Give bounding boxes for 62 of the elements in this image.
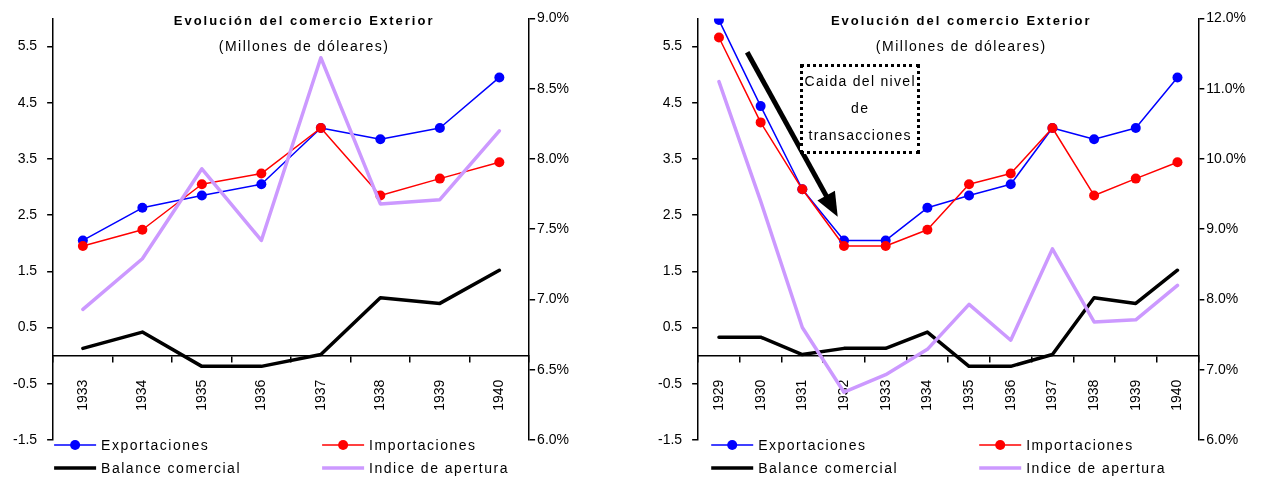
y2-tick-label: 7.0% (537, 290, 570, 307)
x-tick-label: 1934 (133, 379, 150, 411)
legend-label: Exportaciones (758, 436, 867, 453)
x-tick-label: 1939 (1126, 379, 1143, 411)
y-tick-label: -0.5 (658, 374, 683, 391)
y-tick-label: 4.5 (17, 93, 38, 110)
y2-tick-label: 11.0% (1206, 79, 1245, 96)
y2-tick-label: 6.0% (1206, 430, 1239, 447)
x-tick-label: 1936 (252, 379, 269, 411)
y2-tick-label: 8.0% (537, 149, 570, 166)
text: (Millones de dóleares) (218, 38, 390, 55)
y-tick-label: 4.5 (662, 93, 683, 110)
y-tick-label: 1.5 (662, 262, 683, 279)
x-tick-label: 1938 (1084, 379, 1101, 411)
legend-label: Balance comercial (758, 459, 899, 476)
y2-tick-label: 8.0% (1206, 290, 1239, 307)
y-tick-label: -0.5 (13, 374, 38, 391)
x-tick-label: 1938 (371, 379, 388, 411)
y2-tick-label: 12.0% (1206, 9, 1247, 26)
chart-title: Evolución del comercio Exterior (173, 12, 435, 28)
x-tick-label: 1937 (1043, 379, 1060, 411)
legend-label: Exportaciones (101, 436, 210, 453)
y2-tick-label: 6.0% (537, 430, 570, 447)
x-tick-label: 1935 (192, 379, 209, 411)
y-tick-label: 0.5 (17, 318, 38, 335)
x-tick-label: 1940 (490, 379, 507, 411)
y-tick-label: 0.5 (662, 318, 683, 335)
x-tick-label: 1936 (1001, 379, 1018, 411)
y2-tick-label: 7.5% (537, 220, 570, 237)
x-tick-label: 1930 (751, 379, 768, 411)
x-tick-label: 1937 (311, 379, 328, 411)
y-tick-label: -1.5 (13, 430, 38, 447)
y-tick-label: 3.5 (17, 149, 38, 166)
y-tick-label: 5.5 (17, 37, 38, 54)
y2-tick-label: 10.0% (1206, 149, 1247, 166)
x-tick-label: 1933 (73, 379, 90, 411)
text: (Millones de dóleares) (875, 38, 1047, 55)
y-tick-label: 5.5 (662, 37, 683, 54)
y2-tick-label: 9.0% (537, 9, 570, 26)
x-tick-label: 1931 (793, 379, 810, 411)
y-tick-label: -1.5 (658, 430, 683, 447)
x-tick-label: 1933 (876, 379, 893, 411)
x-tick-label: 1940 (1168, 379, 1185, 411)
legend-label: Importaciones (1026, 436, 1134, 453)
y-tick-label: 2.5 (17, 206, 38, 223)
y2-tick-label: 7.0% (1206, 360, 1239, 377)
x-tick-label: 1935 (959, 379, 976, 411)
y2-tick-label: 9.0% (1206, 220, 1239, 237)
annotation: Caida del nivel de transacciones (803, 71, 917, 145)
y-tick-label: 3.5 (662, 149, 683, 166)
chart-title: Evolución del comercio Exterior (830, 12, 1092, 28)
legend-label: Indice de apertura (1026, 459, 1167, 476)
x-tick-label: 1929 (709, 379, 726, 411)
legend-label: Importaciones (369, 436, 477, 453)
y-tick-label: 1.5 (17, 262, 38, 279)
y-tick-label: 2.5 (662, 206, 683, 223)
x-tick-label: 1934 (918, 379, 935, 411)
legend-label: Balance comercial (101, 459, 241, 476)
y2-tick-label: 8.5% (537, 79, 570, 96)
x-tick-label: 1939 (430, 379, 447, 411)
legend-label: Indice de apertura (369, 459, 509, 476)
y2-tick-label: 6.5% (537, 360, 570, 377)
